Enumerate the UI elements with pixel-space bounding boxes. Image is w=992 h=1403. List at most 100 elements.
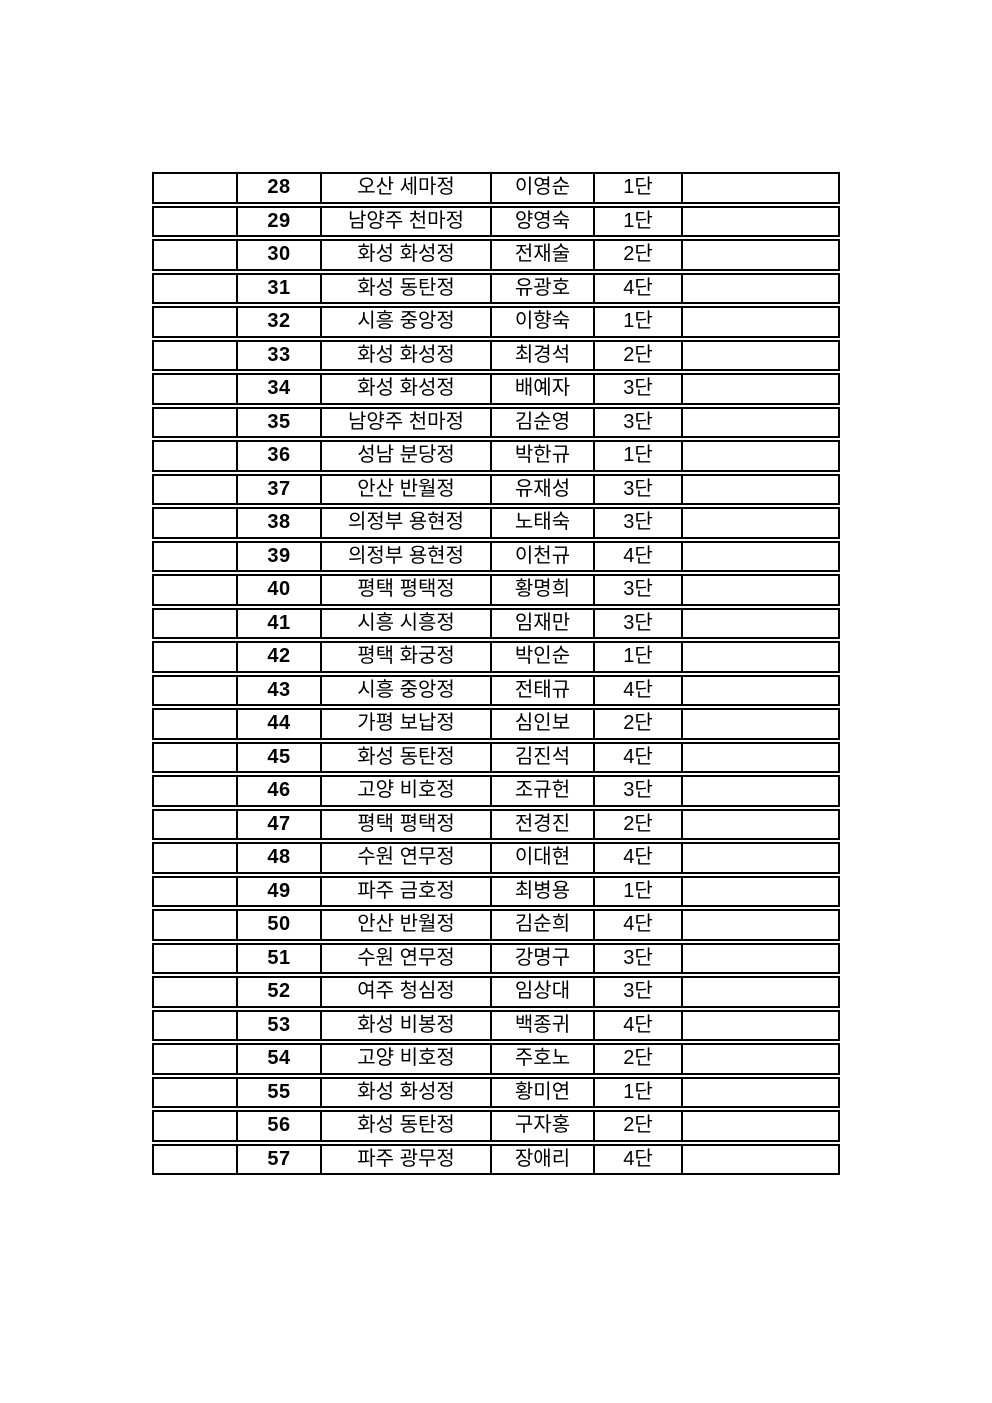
dan-rank-cell: 2단 <box>595 708 683 740</box>
row-number-cell: 41 <box>238 607 322 639</box>
blank-right-cell <box>683 574 840 606</box>
table-row: 31 화성 동탄정 유광호 4단 <box>152 272 840 304</box>
table-row: 46 고양 비호정 조규헌 3단 <box>152 775 840 807</box>
archer-name-cell: 유재성 <box>492 473 595 505</box>
dan-rank-cell: 3단 <box>595 942 683 974</box>
blank-right-cell <box>683 909 840 941</box>
table-row: 35 남양주 천마정 김순영 3단 <box>152 406 840 438</box>
club-name-cell: 수원 연무정 <box>322 942 492 974</box>
archer-name-cell: 황미연 <box>492 1076 595 1108</box>
archer-name-cell: 박한규 <box>492 440 595 472</box>
club-name-cell: 시흥 시흥정 <box>322 607 492 639</box>
club-name-cell: 안산 반월정 <box>322 909 492 941</box>
row-number-cell: 34 <box>238 373 322 405</box>
table-row: 28 오산 세마정 이영순 1단 <box>152 172 840 204</box>
club-name-cell: 오산 세마정 <box>322 172 492 204</box>
row-number-cell: 40 <box>238 574 322 606</box>
archer-name-cell: 강명구 <box>492 942 595 974</box>
row-number-cell: 44 <box>238 708 322 740</box>
blank-left-cell <box>152 172 238 204</box>
row-number-cell: 38 <box>238 507 322 539</box>
blank-right-cell <box>683 1143 840 1175</box>
table-row: 57 파주 광무정 장애리 4단 <box>152 1143 840 1175</box>
archer-name-cell: 유광호 <box>492 272 595 304</box>
table-row: 44 가평 보납정 심인보 2단 <box>152 708 840 740</box>
club-name-cell: 화성 화성정 <box>322 373 492 405</box>
table-row: 40 평택 평택정 황명희 3단 <box>152 574 840 606</box>
blank-right-cell <box>683 775 840 807</box>
archer-name-cell: 임상대 <box>492 976 595 1008</box>
row-number-cell: 52 <box>238 976 322 1008</box>
blank-left-cell <box>152 473 238 505</box>
row-number-cell: 46 <box>238 775 322 807</box>
club-name-cell: 남양주 천마정 <box>322 205 492 237</box>
blank-left-cell <box>152 574 238 606</box>
club-name-cell: 파주 금호정 <box>322 875 492 907</box>
row-number-cell: 57 <box>238 1143 322 1175</box>
club-name-cell: 화성 화성정 <box>322 339 492 371</box>
dan-rank-cell: 4단 <box>595 842 683 874</box>
blank-left-cell <box>152 373 238 405</box>
dan-rank-cell: 3단 <box>595 607 683 639</box>
blank-left-cell <box>152 306 238 338</box>
archer-name-cell: 김진석 <box>492 741 595 773</box>
dan-rank-cell: 1단 <box>595 205 683 237</box>
blank-left-cell <box>152 708 238 740</box>
blank-left-cell <box>152 1143 238 1175</box>
dan-rank-cell: 3단 <box>595 373 683 405</box>
table-row: 54 고양 비호정 주호노 2단 <box>152 1043 840 1075</box>
blank-right-cell <box>683 239 840 271</box>
table-row: 43 시흥 중앙정 전태규 4단 <box>152 674 840 706</box>
archer-name-cell: 이대현 <box>492 842 595 874</box>
blank-right-cell <box>683 607 840 639</box>
blank-right-cell <box>683 205 840 237</box>
club-name-cell: 평택 화궁정 <box>322 641 492 673</box>
club-name-cell: 평택 평택정 <box>322 808 492 840</box>
club-name-cell: 수원 연무정 <box>322 842 492 874</box>
blank-left-cell <box>152 272 238 304</box>
club-name-cell: 안산 반월정 <box>322 473 492 505</box>
blank-left-cell <box>152 540 238 572</box>
dan-rank-cell: 1단 <box>595 641 683 673</box>
table-row: 47 평택 평택정 전경진 2단 <box>152 808 840 840</box>
club-name-cell: 화성 동탄정 <box>322 1110 492 1142</box>
blank-left-cell <box>152 1110 238 1142</box>
archer-name-cell: 황명희 <box>492 574 595 606</box>
dan-rank-cell: 2단 <box>595 239 683 271</box>
blank-left-cell <box>152 909 238 941</box>
blank-right-cell <box>683 641 840 673</box>
blank-left-cell <box>152 976 238 1008</box>
blank-right-cell <box>683 875 840 907</box>
table-row: 33 화성 화성정 최경석 2단 <box>152 339 840 371</box>
row-number-cell: 36 <box>238 440 322 472</box>
row-number-cell: 28 <box>238 172 322 204</box>
dan-rank-cell: 2단 <box>595 808 683 840</box>
dan-rank-cell: 4단 <box>595 909 683 941</box>
blank-right-cell <box>683 942 840 974</box>
table-row: 49 파주 금호정 최병용 1단 <box>152 875 840 907</box>
row-number-cell: 29 <box>238 205 322 237</box>
blank-right-cell <box>683 1110 840 1142</box>
table-row: 45 화성 동탄정 김진석 4단 <box>152 741 840 773</box>
archer-name-cell: 노태숙 <box>492 507 595 539</box>
blank-left-cell <box>152 406 238 438</box>
dan-rank-cell: 2단 <box>595 1110 683 1142</box>
dan-rank-cell: 1단 <box>595 306 683 338</box>
blank-left-cell <box>152 674 238 706</box>
blank-left-cell <box>152 808 238 840</box>
archer-name-cell: 양영숙 <box>492 205 595 237</box>
row-number-cell: 42 <box>238 641 322 673</box>
blank-left-cell <box>152 339 238 371</box>
dan-rank-cell: 3단 <box>595 775 683 807</box>
dan-rank-cell: 3단 <box>595 507 683 539</box>
table-row: 41 시흥 시흥정 임재만 3단 <box>152 607 840 639</box>
blank-right-cell <box>683 507 840 539</box>
archer-name-cell: 배예자 <box>492 373 595 405</box>
row-number-cell: 48 <box>238 842 322 874</box>
club-name-cell: 화성 화성정 <box>322 1076 492 1108</box>
club-name-cell: 화성 동탄정 <box>322 741 492 773</box>
blank-left-cell <box>152 239 238 271</box>
blank-left-cell <box>152 942 238 974</box>
blank-right-cell <box>683 1043 840 1075</box>
table-row: 30 화성 화성정 전재술 2단 <box>152 239 840 271</box>
